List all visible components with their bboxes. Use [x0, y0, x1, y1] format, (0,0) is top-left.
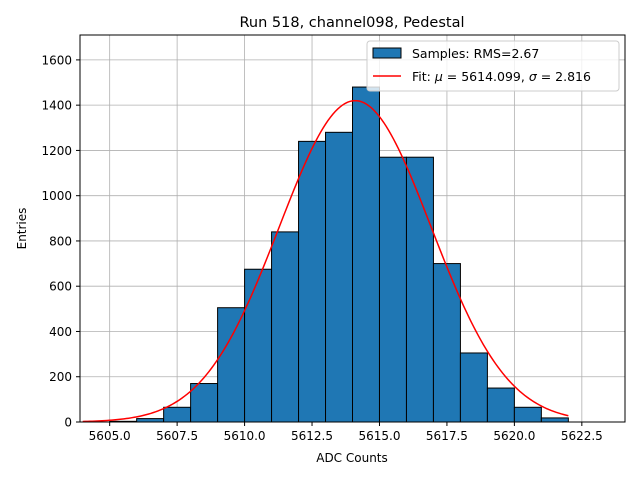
- histogram-bar: [405, 156, 434, 423]
- histogram-bar: [217, 307, 246, 423]
- x-axis-title: ADC Counts: [316, 451, 388, 465]
- x-tick-label: 5622.5: [561, 429, 603, 443]
- legend-fit-sigma-value: = 2.816: [537, 69, 591, 84]
- x-tick-label: 5605.0: [89, 429, 131, 443]
- plot-frame: [79, 34, 626, 423]
- histogram-bar: [271, 231, 300, 423]
- legend-fit-prefix: Fit:: [412, 69, 435, 84]
- y-tick-label: 1000: [41, 189, 72, 203]
- x-tick-label: 5620.0: [493, 429, 535, 443]
- histogram-bar: [513, 406, 542, 423]
- histogram-bar: [136, 418, 165, 423]
- x-tick-label: 5617.5: [426, 429, 468, 443]
- legend-label-histogram: Samples: RMS=2.67: [412, 46, 539, 61]
- histogram-bar: [298, 140, 327, 423]
- y-tick-label: 800: [49, 234, 72, 248]
- y-tick-label: 1600: [41, 53, 72, 67]
- histogram-bar: [378, 156, 407, 423]
- histogram-bar: [432, 263, 461, 423]
- histogram-bar: [190, 383, 219, 423]
- x-tick-label: 5615.0: [358, 429, 400, 443]
- histogram-bar: [540, 417, 569, 423]
- histogram-bar: [325, 131, 354, 423]
- legend-box: [366, 40, 620, 92]
- y-axis-ticks: 0 200 400 600 800 1000 1200 1400 1600: [41, 53, 80, 430]
- x-axis-ticks: 5605.0 5607.5 5610.0 5612.5 5615.0 5617.5 5620…: [89, 422, 603, 443]
- histogram-bar: [244, 268, 273, 423]
- legend: Samples: RMS=2.67 Fit: μ = 5614.099, σ =…: [366, 40, 620, 92]
- fit-layer: [82, 99, 569, 423]
- legend-label-fit: Fit: μ = 5614.099, σ = 2.816: [412, 69, 591, 84]
- legend-swatch-histogram: [372, 47, 402, 59]
- y-axis-title: Entries: [15, 208, 29, 250]
- y-tick-label: 400: [49, 325, 72, 339]
- legend-fit-mu-value: = 5614.099,: [443, 69, 529, 84]
- y-tick-label: 1400: [41, 99, 72, 113]
- histogram-bar: [486, 387, 515, 423]
- y-tick-label: 600: [49, 280, 72, 294]
- y-tick-label: 1200: [41, 144, 72, 158]
- x-tick-label: 5607.5: [156, 429, 198, 443]
- x-tick-label: 5610.0: [224, 429, 266, 443]
- y-tick-label: 200: [49, 370, 72, 384]
- histogram-bar: [459, 352, 488, 423]
- legend-fit-mu-symbol: μ: [434, 69, 443, 84]
- chart-title: Run 518, channel098, Pedestal: [239, 15, 464, 31]
- y-tick-label: 0: [64, 416, 72, 430]
- fit-curve: [82, 99, 569, 423]
- histogram-bars: [109, 86, 569, 423]
- legend-fit-sigma-symbol: σ: [529, 69, 538, 84]
- histogram-bar: [352, 86, 380, 423]
- histogram-bar: [163, 406, 192, 423]
- x-tick-label: 5612.5: [291, 429, 333, 443]
